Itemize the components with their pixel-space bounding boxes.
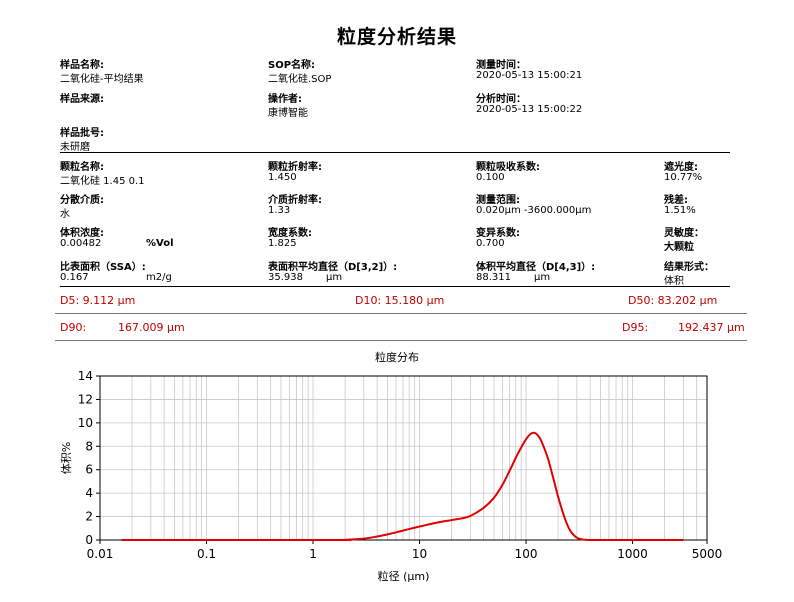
sensitivity-label: 灵敏度： bbox=[664, 228, 704, 239]
residual-label: 残差: bbox=[664, 195, 688, 206]
divider bbox=[60, 286, 730, 287]
divider bbox=[55, 313, 747, 314]
x-tick-label: 100 bbox=[515, 547, 538, 561]
d50-value: D50: 83.202 μm bbox=[628, 294, 718, 307]
dispersant-label: 分散介质: bbox=[60, 195, 104, 206]
d95-label: D95: bbox=[622, 321, 649, 334]
d32-label: 表面积平均直径（D[3,2]）: bbox=[268, 262, 398, 273]
sample-name-value: 二氧化硅-平均结果 bbox=[60, 74, 144, 85]
x-tick-label: 0.1 bbox=[197, 547, 216, 561]
y-tick-label: 12 bbox=[78, 392, 93, 406]
analysis-time-label: 分析时间： bbox=[476, 94, 526, 105]
batch-value: 未研磨 bbox=[60, 142, 90, 153]
result-form-label: 结果形式： bbox=[664, 262, 714, 273]
x-tick-label: 1000 bbox=[617, 547, 648, 561]
chart-title: 粒度分布 bbox=[375, 351, 419, 364]
particle-ri-value: 1.450 bbox=[268, 172, 297, 183]
d43-label: 体积平均直径（D[4,3]）: bbox=[476, 262, 596, 273]
y-tick-label: 4 bbox=[85, 486, 93, 500]
span-label: 宽度系数: bbox=[268, 228, 312, 239]
x-tick-label: 10 bbox=[412, 547, 427, 561]
divider bbox=[60, 152, 730, 153]
sensitivity-value: 大颗粒 bbox=[664, 242, 694, 253]
absorption-value: 0.100 bbox=[476, 172, 505, 183]
d32-unit: μm bbox=[326, 272, 343, 283]
residual-value: 1.51% bbox=[664, 205, 696, 216]
y-tick-label: 0 bbox=[85, 533, 93, 547]
d43-value: 88.311 bbox=[476, 272, 511, 283]
ssa-label: 比表面积（SSA）: bbox=[60, 262, 146, 273]
result-form-value: 体积 bbox=[664, 276, 684, 287]
x-tick-label: 1 bbox=[309, 547, 317, 561]
y-tick-label: 10 bbox=[78, 416, 93, 430]
y-axis-label: 体积% bbox=[59, 442, 73, 474]
ssa-unit: m2/g bbox=[146, 272, 172, 283]
divider bbox=[55, 340, 747, 341]
y-tick-label: 14 bbox=[78, 369, 93, 383]
variation-value: 0.700 bbox=[476, 238, 505, 249]
d10-value: D10: 15.180 μm bbox=[355, 294, 445, 307]
distribution-line bbox=[121, 431, 684, 542]
concentration-unit: %Vol bbox=[146, 238, 174, 249]
operator-label: 操作者: bbox=[268, 94, 302, 105]
sample-name-label: 样品名称: bbox=[60, 60, 104, 71]
measure-time-value: 2020-05-13 15:00:21 bbox=[476, 70, 583, 81]
d43-unit: μm bbox=[534, 272, 551, 283]
particle-name-value: 二氧化硅 1.45 0.1 bbox=[60, 176, 145, 187]
particle-name-label: 颗粒名称: bbox=[60, 162, 104, 173]
sample-source-label: 样品来源: bbox=[60, 94, 104, 105]
sop-label: SOP名称: bbox=[268, 60, 316, 71]
variation-label: 变异系数: bbox=[476, 228, 520, 239]
range-label: 测量范围: bbox=[476, 195, 520, 206]
ssa-value: 0.167 bbox=[60, 272, 89, 283]
obscuration-value: 10.77% bbox=[664, 172, 703, 183]
concentration-label: 体积浓度: bbox=[60, 228, 104, 239]
d95-value: 192.437 μm bbox=[678, 321, 745, 334]
y-tick-label: 2 bbox=[85, 510, 93, 524]
sop-value: 二氧化硅.SOP bbox=[268, 74, 332, 85]
analysis-time-value: 2020-05-13 15:00:22 bbox=[476, 104, 583, 115]
range-value: 0.020μm -3600.000μm bbox=[476, 205, 592, 216]
d5-value: D5: 9.112 μm bbox=[60, 294, 136, 307]
x-tick-label: 5000 bbox=[692, 547, 723, 561]
y-tick-label: 8 bbox=[85, 439, 93, 453]
d32-value: 35.938 bbox=[268, 272, 303, 283]
batch-label: 样品批号: bbox=[60, 128, 104, 139]
y-tick-label: 6 bbox=[85, 463, 93, 477]
report-title: 粒度分析结果 bbox=[336, 26, 457, 48]
absorption-label: 颗粒吸收系数: bbox=[476, 162, 540, 173]
medium-ri-value: 1.33 bbox=[268, 205, 291, 216]
d90-value: 167.009 μm bbox=[118, 321, 185, 334]
concentration-value: 0.00482 bbox=[60, 238, 102, 249]
particle-ri-label: 颗粒折射率: bbox=[268, 162, 322, 173]
d90-label: D90: bbox=[60, 321, 87, 334]
operator-value: 康博智能 bbox=[268, 108, 308, 119]
dispersant-value: 水 bbox=[60, 209, 70, 220]
medium-ri-label: 介质折射率: bbox=[268, 195, 322, 206]
x-axis-label: 粒径 (μm) bbox=[378, 569, 430, 583]
x-tick-label: 0.01 bbox=[87, 547, 114, 561]
span-value: 1.825 bbox=[268, 238, 297, 249]
plot-frame bbox=[99, 375, 708, 541]
measure-time-label: 测量时间： bbox=[476, 60, 526, 71]
obscuration-label: 遮光度: bbox=[664, 162, 698, 173]
